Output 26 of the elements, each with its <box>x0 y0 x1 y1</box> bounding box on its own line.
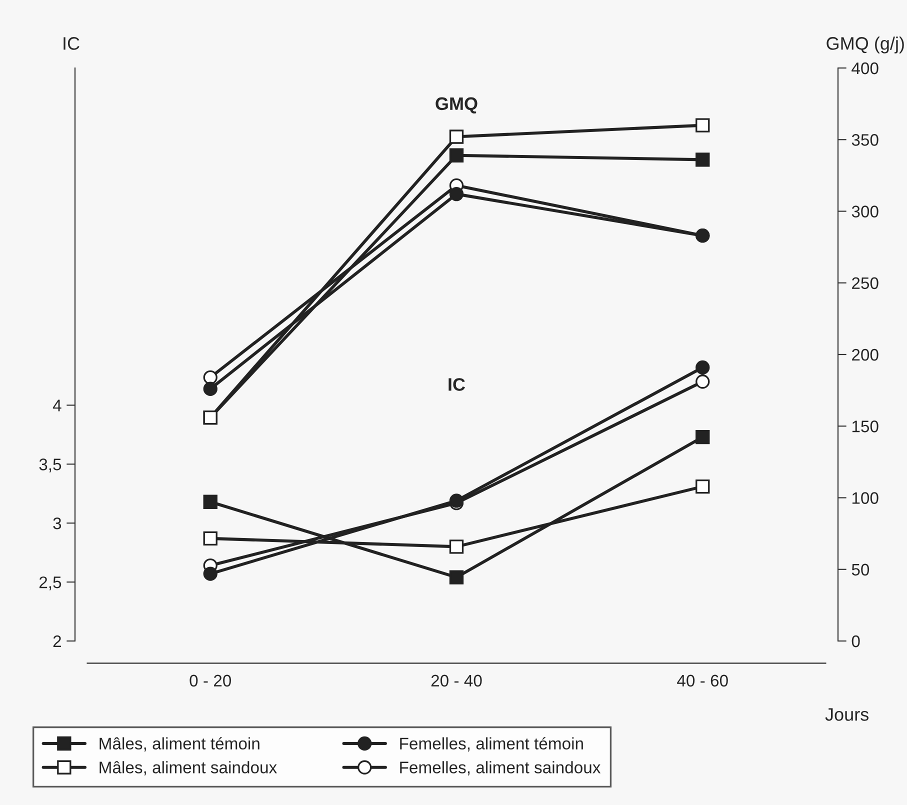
y2-tick-label: 250 <box>852 277 878 290</box>
y-tick-label: 2,5 <box>39 576 62 590</box>
legend-label: Mâles, aliment témoin <box>100 737 260 752</box>
legend-label: Femelles, aliment témoin <box>400 737 583 752</box>
y2-tick-label: 0 <box>852 635 860 648</box>
y-tick-label: 4 <box>52 400 62 412</box>
annotation: GMQ <box>436 97 478 114</box>
y2-tick-label: 200 <box>852 348 878 361</box>
y2-tick-label: 400 <box>852 62 878 74</box>
y2-tick-label: 150 <box>852 420 878 432</box>
x-tick-label: 20 - 40 <box>431 674 482 687</box>
y2-tick-label: 100 <box>852 492 878 504</box>
y2-tick-label: 300 <box>852 206 878 218</box>
y-tick-label: 2 <box>53 635 61 648</box>
y-tick-label: 3,5 <box>39 458 62 472</box>
x-axis-title: Jours <box>825 708 868 721</box>
x-tick-label: 40 - 60 <box>677 674 728 687</box>
y2-tick-label: 50 <box>852 564 870 576</box>
legend-label: Femelles, aliment saindoux <box>400 761 601 776</box>
y-axis-title: IC <box>64 37 80 50</box>
x-tick-label: 0 - 20 <box>190 674 232 687</box>
y2-axis-title: GMQ (g/j) <box>826 36 904 54</box>
y2-tick-label: 350 <box>852 134 878 146</box>
legend-label: Mâles, aliment saindoux <box>100 761 277 776</box>
annotation: IC <box>448 378 466 391</box>
y-tick-label: 3 <box>53 518 62 530</box>
